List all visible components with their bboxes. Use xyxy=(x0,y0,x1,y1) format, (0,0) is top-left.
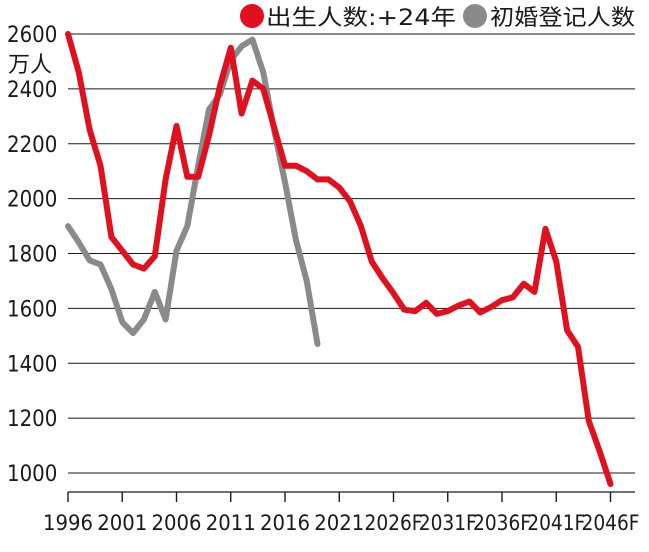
x-tick-label-2016: 2016 xyxy=(260,511,310,535)
legend-background xyxy=(236,0,649,32)
x-tick-label-2026F: 2026F xyxy=(365,511,423,535)
legend-marker-0 xyxy=(240,4,264,28)
y-tick-label-2600: 2600 xyxy=(7,23,57,48)
legend-marker-1 xyxy=(463,4,487,28)
x-tick-label-2006: 2006 xyxy=(152,511,202,535)
x-tick-label-2041F: 2041F xyxy=(527,511,585,535)
x-tick-label-2036F: 2036F xyxy=(473,511,531,535)
x-tick-label-2011: 2011 xyxy=(206,511,256,535)
y-tick-label-1400: 1400 xyxy=(7,352,57,377)
x-tick-label-2031F: 2031F xyxy=(419,511,477,535)
series-lines xyxy=(65,31,614,487)
y-tick-label-1000: 1000 xyxy=(7,462,57,487)
y-tick-label-1600: 1600 xyxy=(7,297,57,322)
x-axis: 1996 2001 2006 2011 2016 2021 2026F2031F2036F2… xyxy=(43,491,640,535)
x-tick-label-2001: 2001 xyxy=(97,511,147,535)
y-tick-label-2200: 2200 xyxy=(7,133,57,158)
y-tick-label-2000: 2000 xyxy=(7,188,57,213)
y-tick-label-1800: 1800 xyxy=(7,243,57,268)
series-line-0 xyxy=(65,31,614,487)
x-tick-label-1996: 1996 xyxy=(43,511,93,535)
legend-label-1: 初婚登记人数 xyxy=(490,6,635,31)
x-tick-label-2021: 2021 xyxy=(314,511,364,535)
chart-legend: 出生人数:+24年 初婚登记人数 xyxy=(236,0,649,32)
legend-label-0: 出生人数:+24年 xyxy=(266,6,456,31)
y-axis-tick-labels: 1000 1200 1400 1600 1800 2000 2200 2400 2600 xyxy=(7,23,57,487)
x-tick-label-2046F: 2046F xyxy=(582,511,640,535)
y-axis-unit-label: 万人 xyxy=(8,53,52,78)
y-tick-label-2400: 2400 xyxy=(7,78,57,103)
y-tick-label-1200: 1200 xyxy=(7,407,57,432)
